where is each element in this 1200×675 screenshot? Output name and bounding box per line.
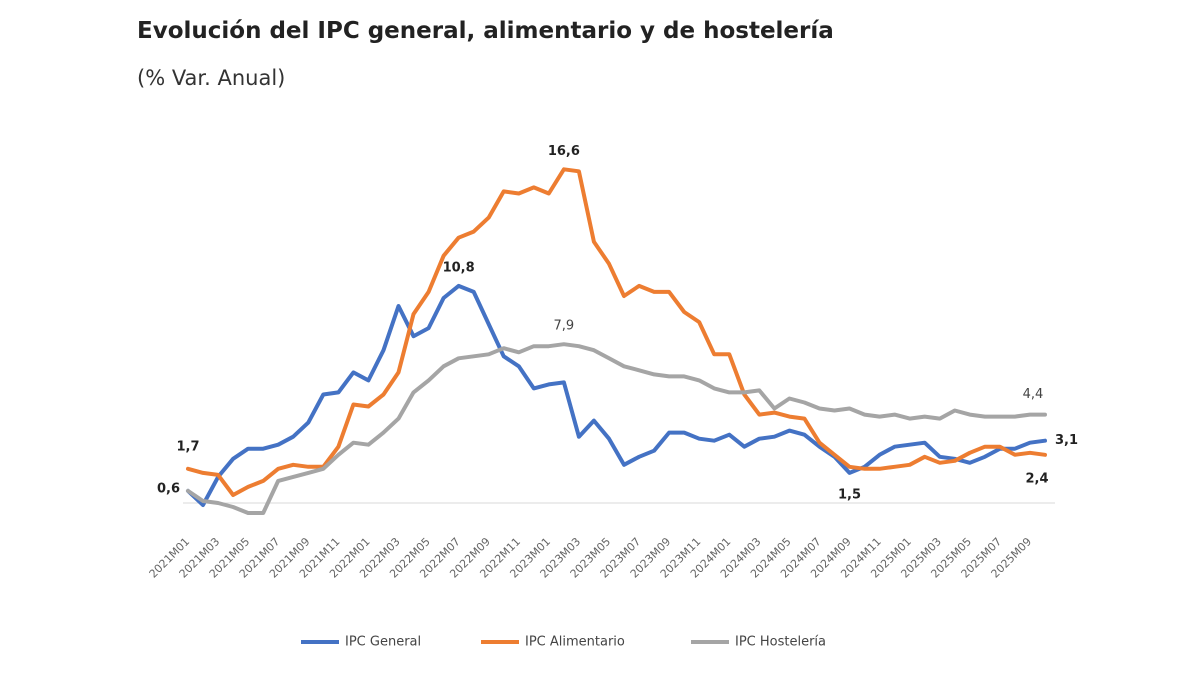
data-label: 1,7 bbox=[176, 439, 199, 454]
data-label: 0,6 bbox=[157, 481, 180, 496]
data-label: 3,1 bbox=[1055, 433, 1078, 448]
chart-subtitle: (% Var. Anual) bbox=[137, 66, 285, 90]
data-label: 4,4 bbox=[1023, 387, 1044, 402]
series-line bbox=[186, 283, 1047, 507]
data-label: 7,9 bbox=[554, 319, 575, 334]
legend-label: IPC Alimentario bbox=[525, 635, 625, 650]
data-label: 2,4 bbox=[1025, 471, 1048, 486]
data-label: 1,5 bbox=[838, 487, 861, 502]
data-label: 10,8 bbox=[443, 260, 475, 275]
series-line bbox=[186, 167, 1047, 497]
legend-label: IPC Hostelería bbox=[735, 635, 826, 650]
series-line bbox=[186, 342, 1047, 515]
data-label: 16,6 bbox=[548, 144, 580, 159]
chart-title: Evolución del IPC general, alimentario y… bbox=[137, 18, 834, 44]
legend-label: IPC General bbox=[345, 635, 421, 650]
